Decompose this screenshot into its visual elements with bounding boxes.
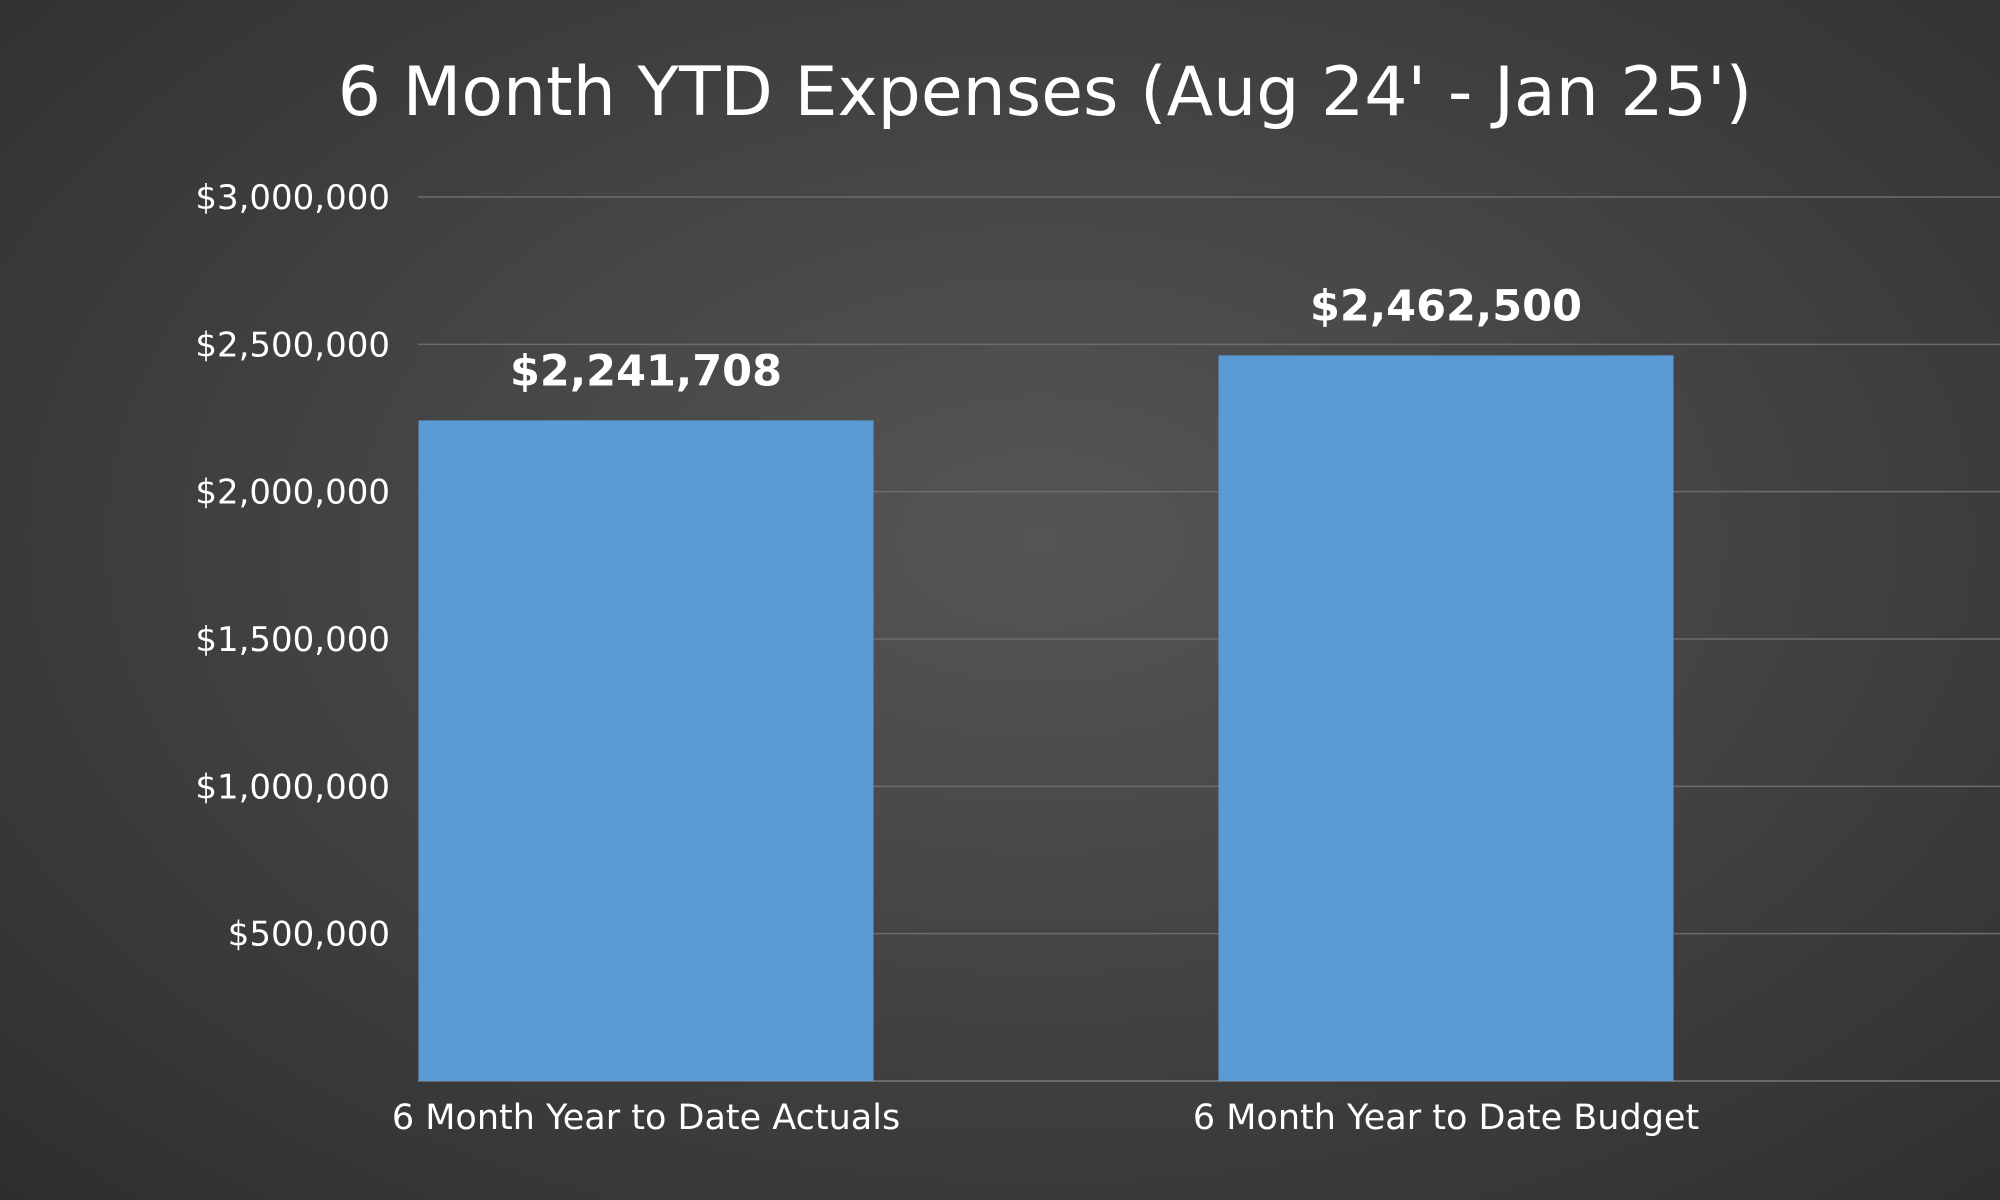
y-axis-tick-labels: $500,000 $1,000,000 $1,500,000 $2,000,000 $2… xyxy=(195,178,390,955)
y-tick-label: $2,000,000 xyxy=(195,473,390,513)
y-tick-label: $3,000,000 xyxy=(195,178,390,218)
bar xyxy=(1218,355,1674,1082)
y-tick-label: $1,500,000 xyxy=(195,620,390,660)
y-tick-label: $2,500,000 xyxy=(195,325,390,365)
data-label: $2,241,708 xyxy=(510,346,782,396)
bar xyxy=(418,420,874,1082)
data-label: $2,462,500 xyxy=(1310,281,1582,331)
y-tick-label: $1,000,000 xyxy=(195,767,390,807)
x-tick-label: 6 Month Year to Date Budget xyxy=(1193,1098,1699,1138)
x-axis-tick-labels: 6 Month Year to Date Actuals 6 Month Year… xyxy=(392,1098,1699,1138)
x-tick-label: 6 Month Year to Date Actuals xyxy=(392,1098,900,1138)
data-labels: $2,241,708 $2,462,500 xyxy=(510,281,1582,396)
bars xyxy=(418,355,1674,1082)
y-tick-label: $500,000 xyxy=(228,915,390,955)
chart-title: 6 Month YTD Expenses (Aug 24' - Jan 25') xyxy=(337,53,1753,132)
